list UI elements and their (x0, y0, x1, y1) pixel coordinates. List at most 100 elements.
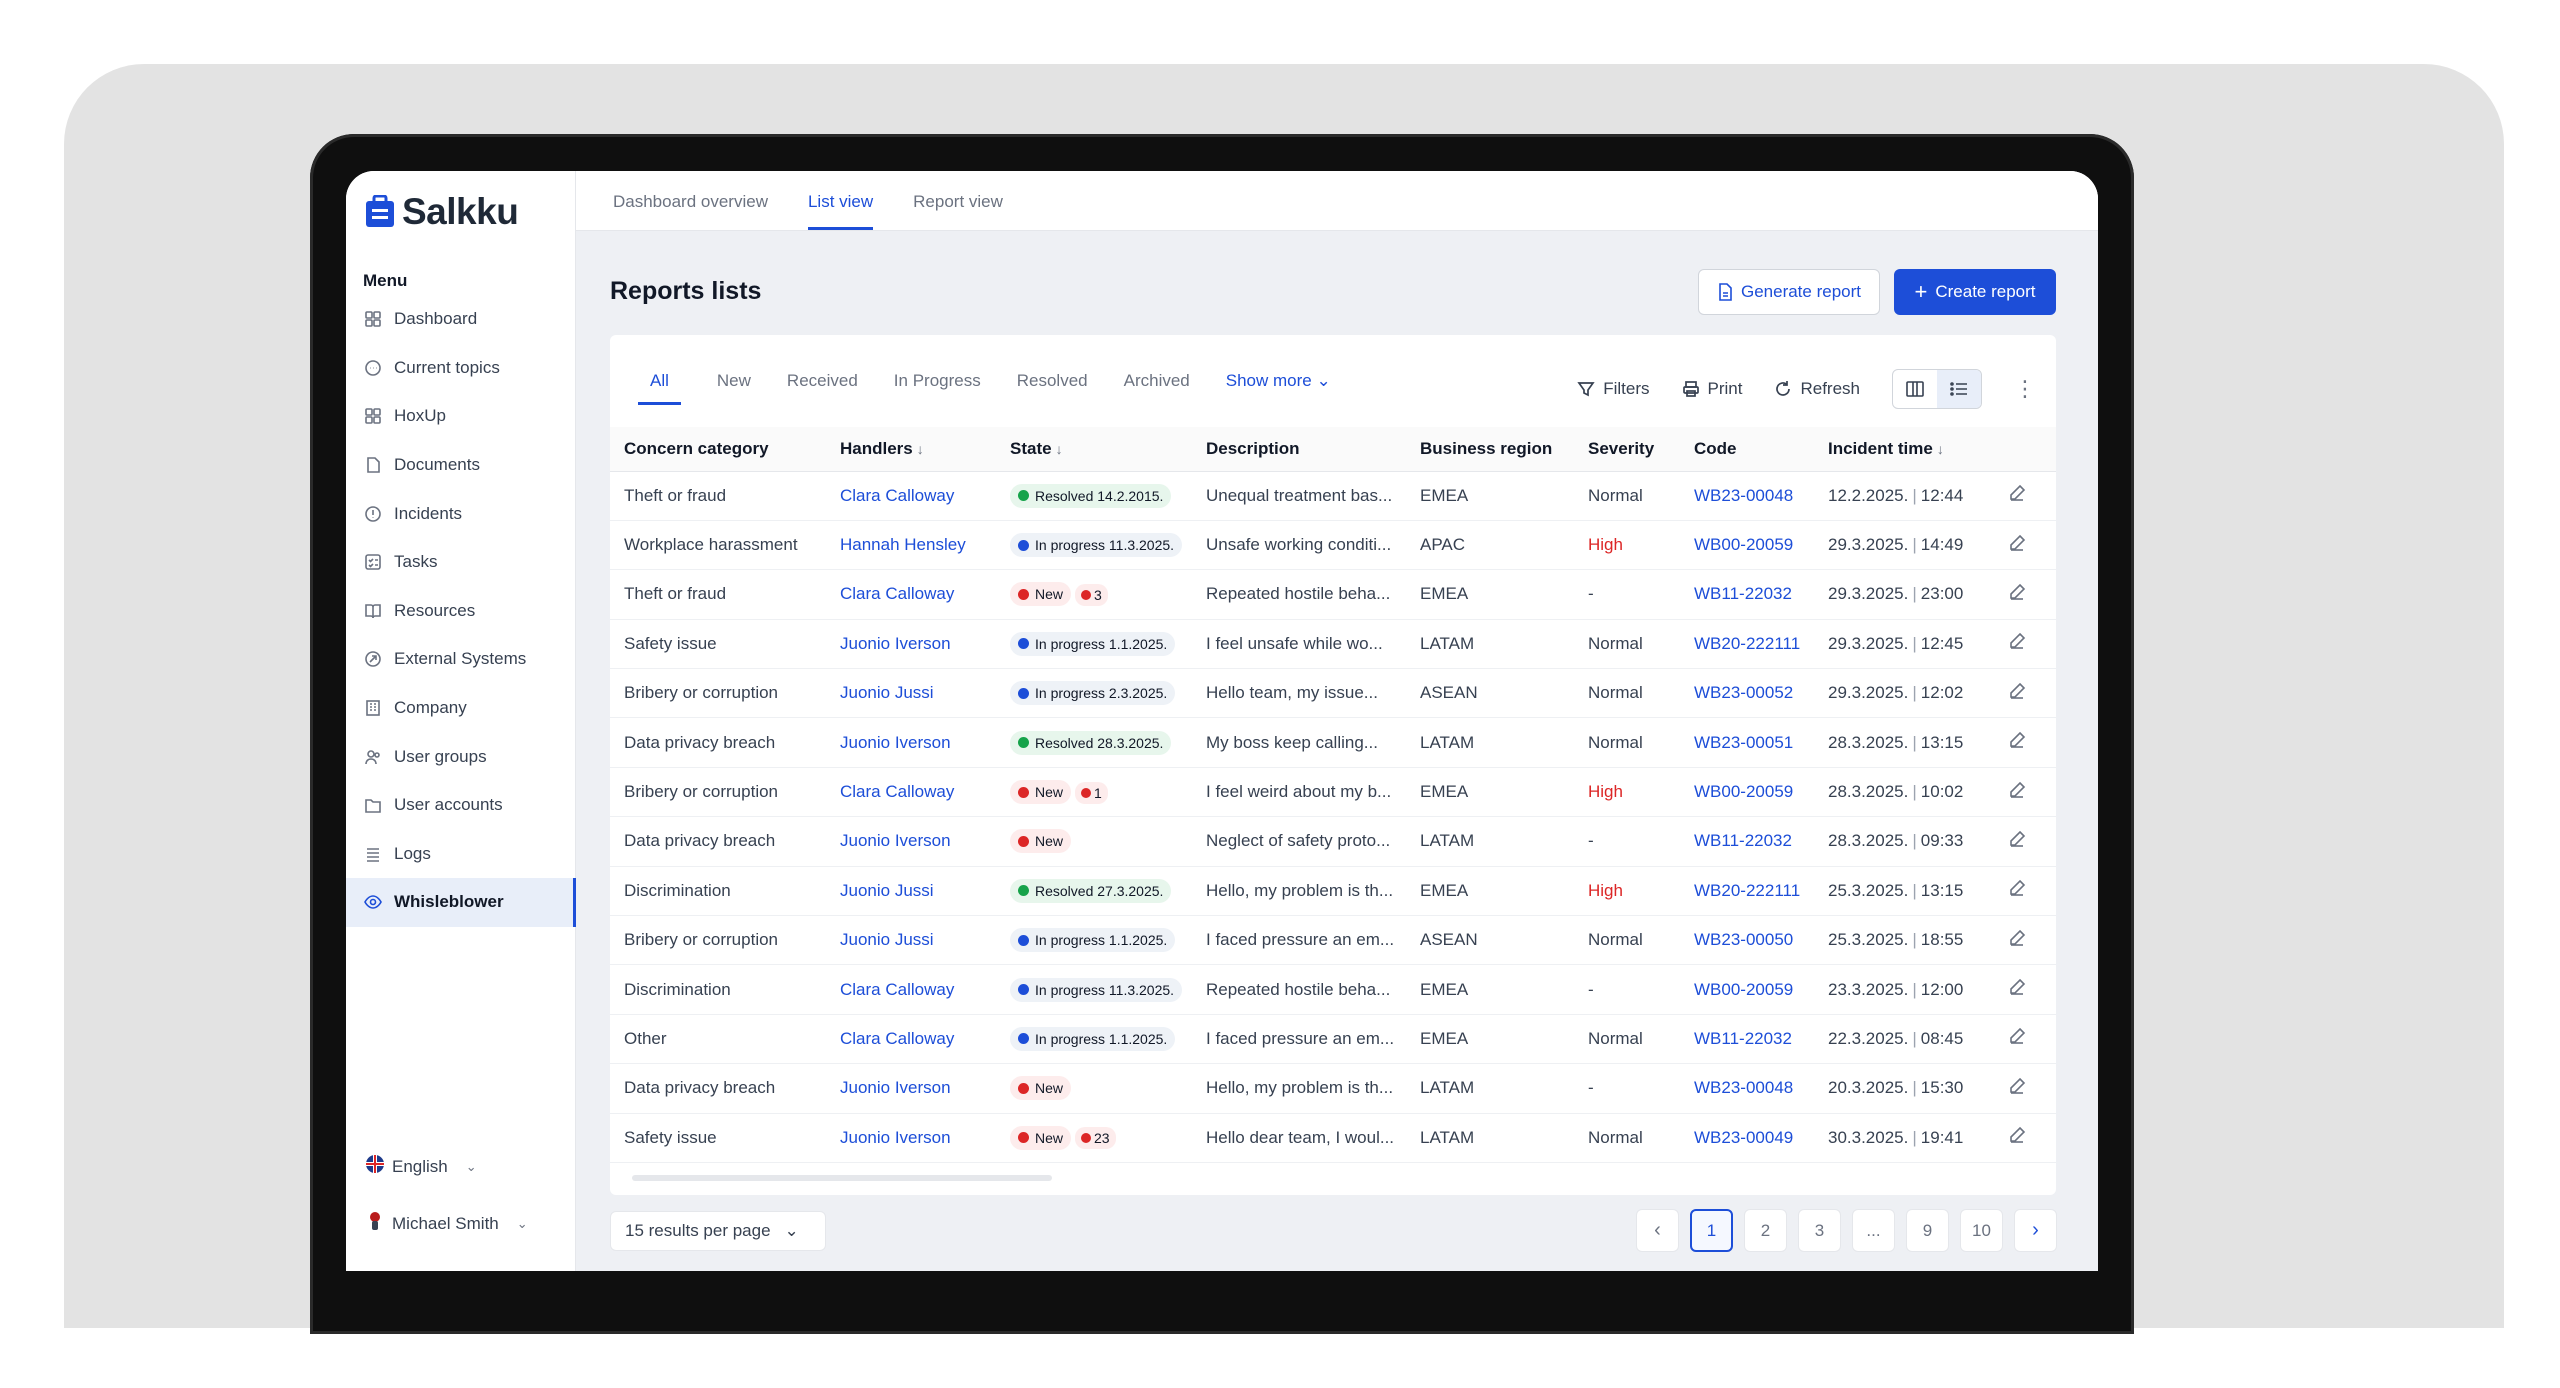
user-menu[interactable]: Michael Smith ⌄ (366, 1211, 528, 1236)
cell-code[interactable]: WB23-00050 (1694, 930, 1794, 950)
cell-handler[interactable]: Juonio Jussi (840, 930, 934, 950)
previous-page-button[interactable]: ‹ (1636, 1209, 1679, 1252)
cell-code[interactable]: WB11-22032 (1694, 584, 1792, 604)
filter-tab-new[interactable]: New (716, 371, 751, 390)
column-view-button[interactable] (1893, 370, 1937, 408)
page-button[interactable]: 10 (1960, 1209, 2003, 1252)
sidebar-item-dashboard[interactable]: Dashboard (346, 295, 576, 344)
table-row[interactable]: Theft or fraud Clara Calloway Resolved 14.… (610, 471, 2056, 521)
edit-icon[interactable] (2008, 830, 2026, 848)
column-header-description[interactable]: Description (1192, 427, 1406, 471)
edit-icon[interactable] (2008, 978, 2026, 996)
table-row[interactable]: Discrimination Juonio Jussi Resolved 27.3.… (610, 866, 2056, 916)
sidebar-item-current-topics[interactable]: Current topics (346, 344, 576, 393)
cell-handler[interactable]: Clara Calloway (840, 1028, 955, 1048)
table-row[interactable]: Data privacy breach Juonio Iverson New Negl… (610, 817, 2056, 867)
more-options-icon[interactable]: ⋮ (2014, 376, 2036, 401)
horizontal-scrollbar[interactable] (632, 1175, 1052, 1181)
next-page-button[interactable]: › (2014, 1209, 2057, 1252)
page-button[interactable]: 3 (1798, 1209, 1841, 1252)
edit-icon[interactable] (2008, 1077, 2026, 1095)
filter-tab-archived[interactable]: Archived (1123, 371, 1190, 390)
sidebar-item-external-systems[interactable]: External Systems (346, 635, 576, 684)
sidebar-item-user-groups[interactable]: User groups (346, 732, 576, 781)
cell-code[interactable]: WB20-222111 (1694, 880, 1801, 900)
sidebar-item-hoxup[interactable]: HoxUp (346, 392, 576, 441)
refresh-button[interactable]: Refresh (1774, 379, 1860, 399)
language-selector[interactable]: English ⌄ (366, 1155, 477, 1178)
cell-code[interactable]: WB00-20059 (1694, 782, 1794, 802)
edit-icon[interactable] (2008, 1126, 2026, 1144)
list-view-button[interactable] (1937, 370, 1981, 408)
table-row[interactable]: Discrimination Clara Calloway In progress … (610, 965, 2056, 1015)
table-row[interactable]: Bribery or corruption Clara Calloway New 1 I… (610, 767, 2056, 817)
cell-handler[interactable]: Juonio Iverson (840, 1078, 951, 1098)
tab-list-view[interactable]: List view (807, 192, 874, 230)
cell-handler[interactable]: Juonio Jussi (840, 683, 934, 703)
sidebar-item-tasks[interactable]: Tasks (346, 538, 576, 587)
filter-tab-in-progress[interactable]: In Progress (893, 371, 981, 390)
print-button[interactable]: Print (1682, 379, 1742, 399)
sidebar-item-incidents[interactable]: Incidents (346, 489, 576, 538)
table-row[interactable]: Workplace harassment Hannah Hensley In pro… (610, 520, 2056, 570)
cell-handler[interactable]: Juonio Jussi (840, 880, 934, 900)
page-button[interactable]: 1 (1690, 1209, 1733, 1252)
cell-code[interactable]: WB23-00051 (1694, 732, 1794, 752)
edit-icon[interactable] (2008, 879, 2026, 897)
table-row[interactable]: Theft or fraud Clara Calloway New 3 Repeated… (610, 570, 2056, 620)
cell-code[interactable]: WB23-00052 (1694, 683, 1794, 703)
column-header-incident-time[interactable]: Incident time ↓ (1814, 427, 1994, 471)
edit-icon[interactable] (2008, 731, 2026, 749)
filter-tab-all[interactable]: All (638, 371, 681, 405)
results-per-page-select[interactable]: 15 results per page ⌄ (610, 1211, 826, 1251)
sidebar-item-documents[interactable]: Documents (346, 441, 576, 490)
edit-icon[interactable] (2008, 583, 2026, 601)
cell-code[interactable]: WB00-20059 (1694, 979, 1794, 999)
cell-handler[interactable]: Juonio Iverson (840, 1127, 951, 1147)
filters-button[interactable]: Filters (1577, 379, 1650, 399)
column-header-handlers[interactable]: Handlers ↓ (826, 427, 996, 471)
column-header-code[interactable]: Code (1680, 427, 1814, 471)
cell-code[interactable]: WB23-00048 (1694, 1078, 1794, 1098)
edit-icon[interactable] (2008, 484, 2026, 502)
cell-code[interactable]: WB20-222111 (1694, 633, 1801, 653)
table-row[interactable]: Data privacy breach Juonio Iverson Resolve… (610, 718, 2056, 768)
table-row[interactable]: Bribery or corruption Juonio Jussi In prog… (610, 669, 2056, 718)
table-row[interactable]: Safety issue Juonio Iverson New 23 Hello dea… (610, 1113, 2056, 1163)
table-row[interactable]: Bribery or corruption Juonio Jussi In prog… (610, 916, 2056, 965)
page-button[interactable]: 2 (1744, 1209, 1787, 1252)
cell-handler[interactable]: Clara Calloway (840, 979, 955, 999)
cell-handler[interactable]: Clara Calloway (840, 782, 955, 802)
tab-report-view[interactable]: Report view (913, 192, 1003, 211)
sidebar-item-user-accounts[interactable]: User accounts (346, 781, 576, 830)
tab-dashboard-overview[interactable]: Dashboard overview (613, 192, 768, 211)
edit-icon[interactable] (2008, 534, 2026, 552)
sidebar-item-logs[interactable]: Logs (346, 830, 576, 879)
cell-handler[interactable]: Clara Calloway (840, 584, 955, 604)
column-header-concern-category[interactable]: Concern category (610, 427, 826, 471)
page-button[interactable]: 9 (1906, 1209, 1949, 1252)
cell-code[interactable]: WB11-22032 (1694, 831, 1792, 851)
table-row[interactable]: Safety issue Juonio Iverson In progress 1.… (610, 619, 2056, 669)
column-header-severity[interactable]: Severity (1574, 427, 1680, 471)
sidebar-item-company[interactable]: Company (346, 684, 576, 733)
sidebar-item-whisleblower[interactable]: Whisleblower (346, 878, 576, 927)
sidebar-item-resources[interactable]: Resources (346, 587, 576, 636)
edit-icon[interactable] (2008, 1027, 2026, 1045)
edit-icon[interactable] (2008, 632, 2026, 650)
edit-icon[interactable] (2008, 929, 2026, 947)
cell-handler[interactable]: Juonio Iverson (840, 831, 951, 851)
cell-handler[interactable]: Clara Calloway (840, 485, 955, 505)
table-row[interactable]: Other Clara Calloway In progress 1.1.2025.… (610, 1014, 2056, 1064)
cell-code[interactable]: WB11-22032 (1694, 1028, 1792, 1048)
generate-report-button[interactable]: Generate report (1698, 269, 1880, 315)
cell-handler[interactable]: Juonio Iverson (840, 633, 951, 653)
create-report-button[interactable]: + Create report (1894, 269, 2056, 315)
cell-code[interactable]: WB23-00049 (1694, 1127, 1794, 1147)
edit-icon[interactable] (2008, 781, 2026, 799)
filter-tab-resolved[interactable]: Resolved (1016, 371, 1088, 390)
column-header-state[interactable]: State ↓ (996, 427, 1192, 471)
column-header-business-region[interactable]: Business region (1406, 427, 1574, 471)
table-row[interactable]: Data privacy breach Juonio Iverson New Hell… (610, 1064, 2056, 1114)
cell-code[interactable]: WB00-20059 (1694, 535, 1794, 555)
